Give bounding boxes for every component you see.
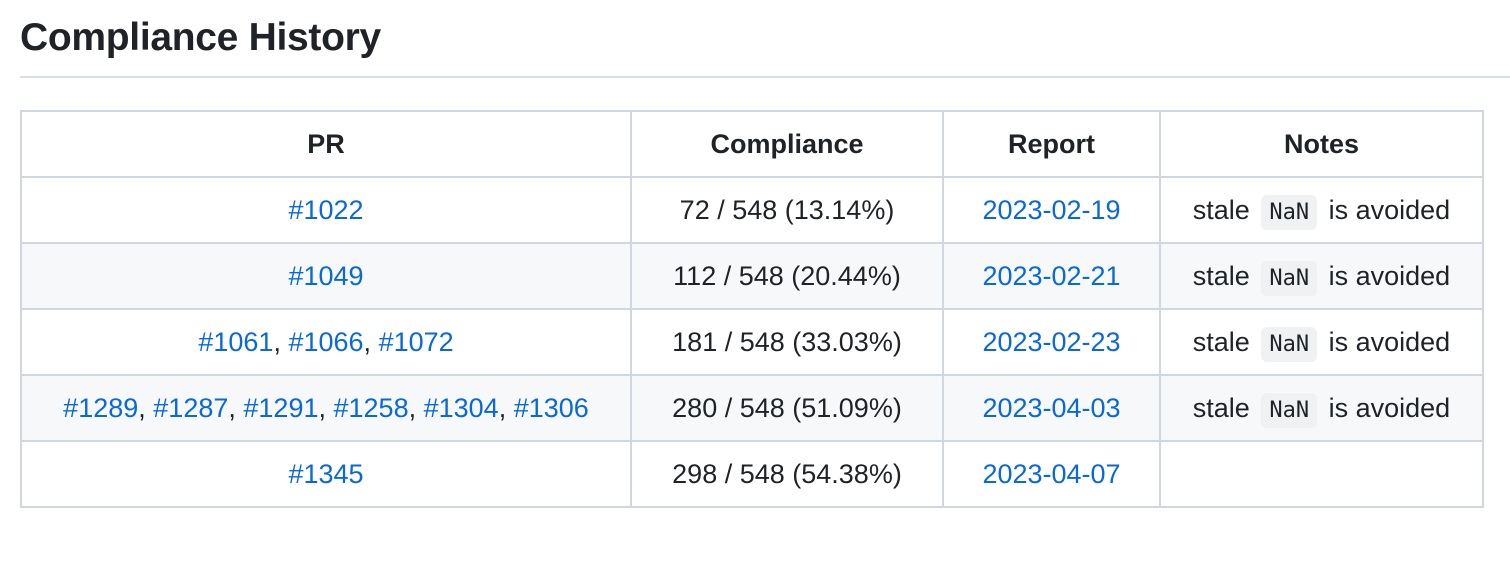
report-link[interactable]: 2023-04-07	[982, 458, 1121, 489]
notes-cell: stale NaN is avoided	[1159, 242, 1484, 310]
compliance-cell: 298 / 548 (54.38%)	[630, 440, 944, 508]
pr-separator: ,	[363, 326, 379, 357]
table-body: #1022 72 / 548 (13.14%) 2023-02-19 stale Na…	[20, 176, 1484, 508]
notes-cell: stale NaN is avoided	[1159, 308, 1484, 376]
pr-link[interactable]: #1306	[513, 392, 589, 423]
pr-link[interactable]: #1066	[288, 326, 364, 357]
pr-link[interactable]: #1072	[378, 326, 454, 357]
report-link[interactable]: 2023-02-19	[982, 194, 1121, 225]
pr-cell: #1345	[20, 440, 632, 508]
notes-code: NaN	[1261, 194, 1318, 230]
header-pr: PR	[20, 110, 632, 178]
notes-cell	[1159, 440, 1484, 508]
page-title: Compliance History	[20, 16, 381, 59]
compliance-cell: 72 / 548 (13.14%)	[630, 176, 944, 244]
pr-separator: ,	[138, 392, 154, 423]
pr-cell: #1061, #1066, #1072	[20, 308, 632, 376]
pr-separator: ,	[498, 392, 514, 423]
report-cell: 2023-04-03	[942, 374, 1161, 442]
notes-cell: stale NaN is avoided	[1159, 176, 1484, 244]
pr-cell: #1289, #1287, #1291, #1258, #1304, #1306	[20, 374, 632, 442]
pr-separator: ,	[228, 392, 244, 423]
report-link[interactable]: 2023-02-23	[982, 326, 1121, 357]
table-row: #1345 298 / 548 (54.38%) 2023-04-07	[20, 440, 1484, 508]
report-cell: 2023-04-07	[942, 440, 1161, 508]
notes-text-after: is avoided	[1328, 260, 1451, 291]
table-row: #1022 72 / 548 (13.14%) 2023-02-19 stale Na…	[20, 176, 1484, 244]
pr-separator: ,	[318, 392, 334, 423]
pr-separator: ,	[408, 392, 424, 423]
compliance-cell: 280 / 548 (51.09%)	[630, 374, 944, 442]
pr-link[interactable]: #1258	[333, 392, 409, 423]
pr-link[interactable]: #1287	[153, 392, 229, 423]
pr-cell: #1022	[20, 176, 632, 244]
report-link[interactable]: 2023-02-21	[982, 260, 1121, 291]
table-row: #1049 112 / 548 (20.44%) 2023-02-21 stale N…	[20, 242, 1484, 310]
notes-text-after: is avoided	[1328, 326, 1451, 357]
report-cell: 2023-02-19	[942, 176, 1161, 244]
pr-separator: ,	[273, 326, 289, 357]
pr-link[interactable]: #1061	[198, 326, 274, 357]
notes-code: NaN	[1261, 326, 1318, 362]
header-notes: Notes	[1159, 110, 1484, 178]
notes-text-before: stale	[1192, 260, 1250, 291]
pr-link[interactable]: #1291	[243, 392, 319, 423]
notes-text-before: stale	[1192, 326, 1250, 357]
table-header-row: PR Compliance Report Notes	[20, 110, 1484, 178]
compliance-cell: 181 / 548 (33.03%)	[630, 308, 944, 376]
compliance-table: PR Compliance Report Notes #1022 72 / 548…	[20, 110, 1484, 508]
pr-link[interactable]: #1304	[423, 392, 499, 423]
notes-cell: stale NaN is avoided	[1159, 374, 1484, 442]
pr-link[interactable]: #1289	[63, 392, 139, 423]
table-row: #1289, #1287, #1291, #1258, #1304, #1306…	[20, 374, 1484, 442]
pr-link[interactable]: #1345	[288, 458, 364, 489]
pr-link[interactable]: #1049	[288, 260, 364, 291]
pr-link[interactable]: #1022	[288, 194, 364, 225]
report-cell: 2023-02-21	[942, 242, 1161, 310]
report-link[interactable]: 2023-04-03	[982, 392, 1121, 423]
header-compliance: Compliance	[630, 110, 944, 178]
pr-cell: #1049	[20, 242, 632, 310]
compliance-cell: 112 / 548 (20.44%)	[630, 242, 944, 310]
notes-text-before: stale	[1192, 194, 1250, 225]
notes-code: NaN	[1261, 260, 1318, 296]
notes-text-after: is avoided	[1328, 194, 1451, 225]
report-cell: 2023-02-23	[942, 308, 1161, 376]
notes-text-before: stale	[1192, 392, 1250, 423]
title-divider	[20, 76, 1510, 78]
table-row: #1061, #1066, #1072 181 / 548 (33.03%) 202…	[20, 308, 1484, 376]
notes-text-after: is avoided	[1328, 392, 1451, 423]
notes-code: NaN	[1261, 392, 1318, 428]
header-report: Report	[942, 110, 1161, 178]
